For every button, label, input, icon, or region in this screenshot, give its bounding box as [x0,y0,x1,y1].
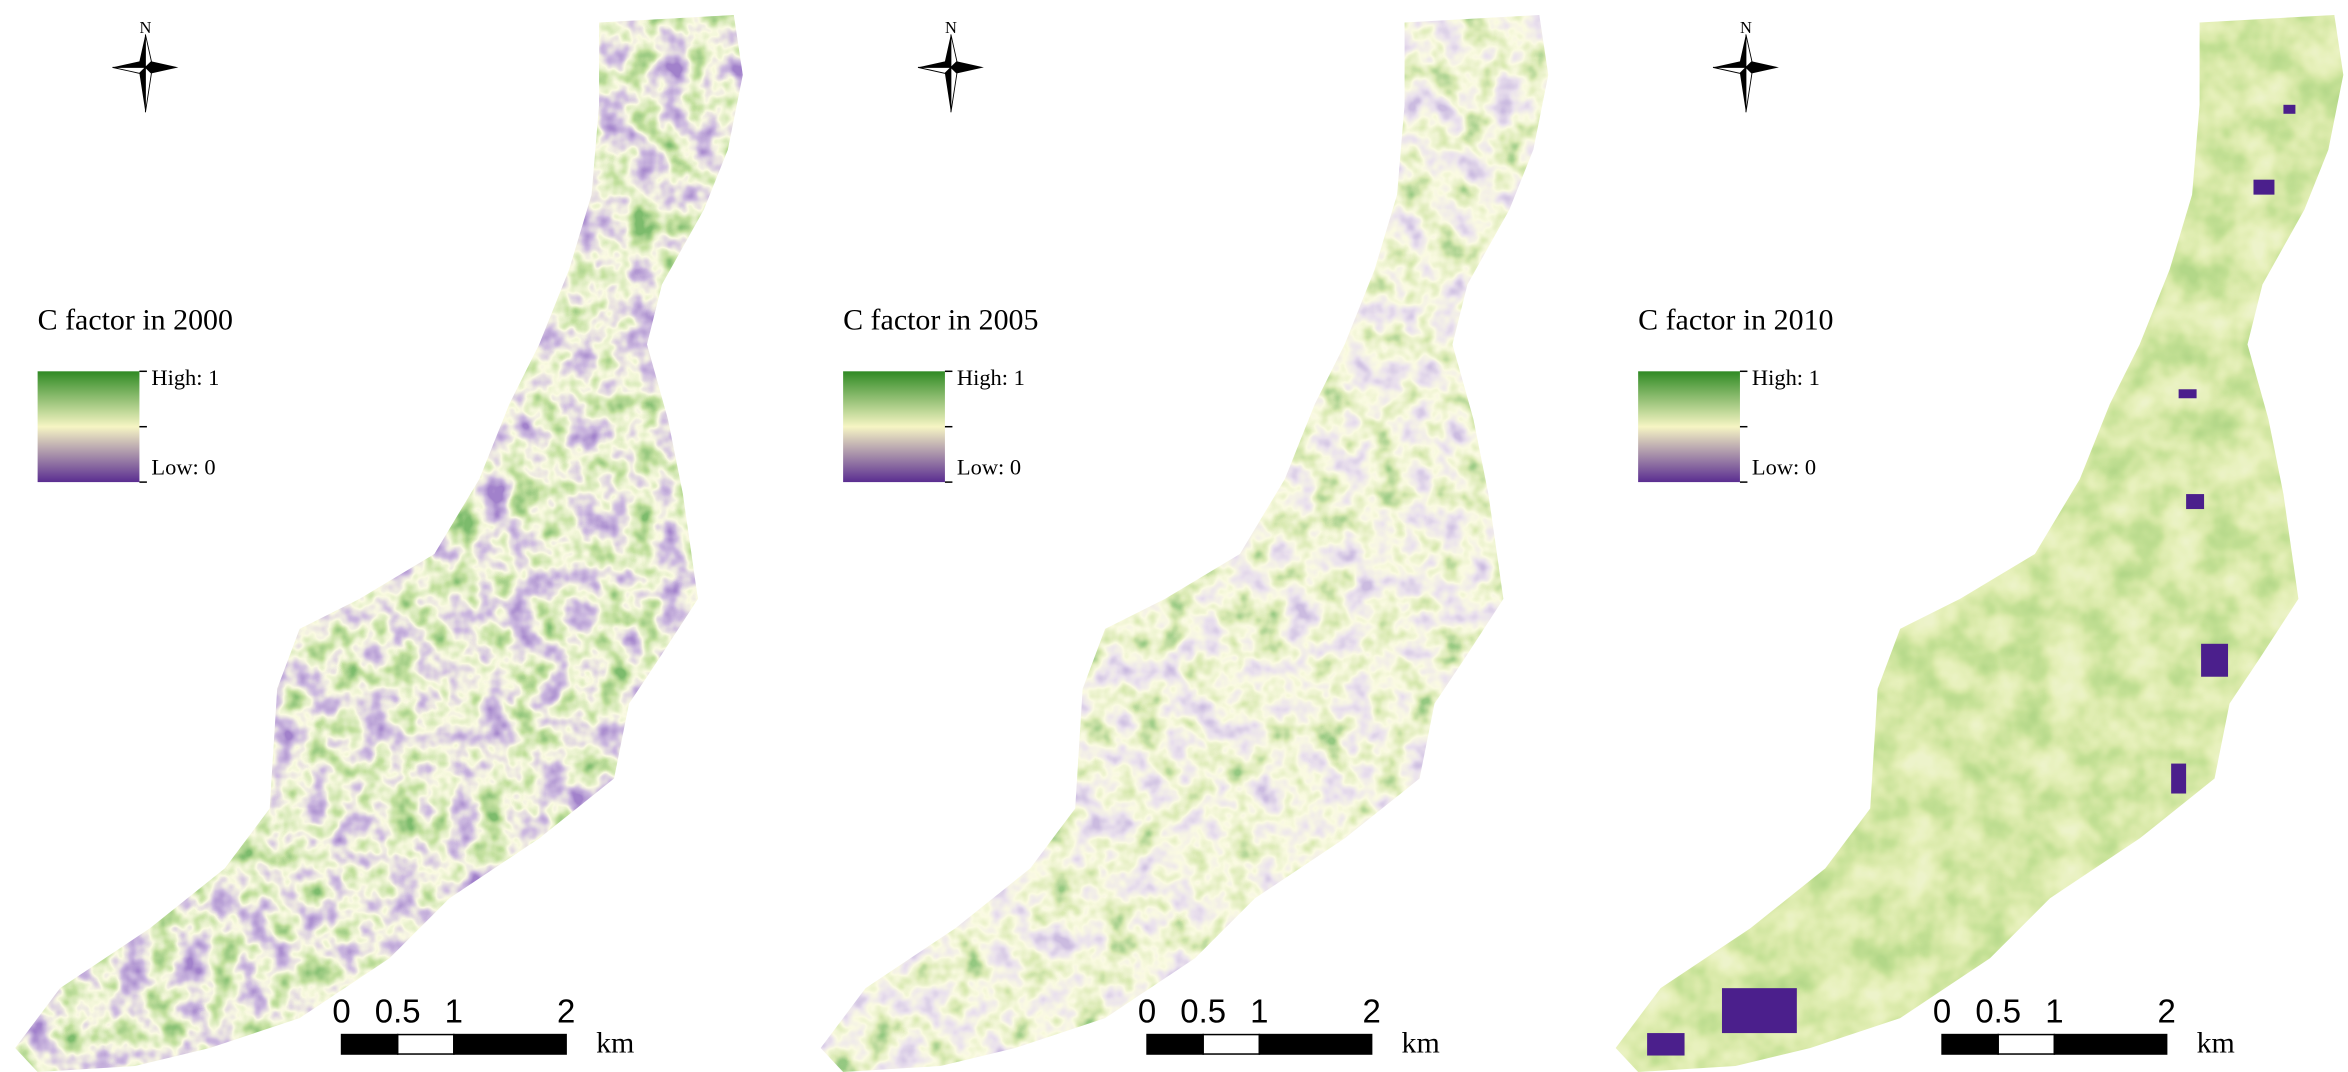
legend-high: High: 1 [1752,365,1820,390]
scale-label: 2 [557,993,575,1030]
north-arrow: N [1712,18,1779,113]
legend-low: Low: 0 [1752,455,1816,480]
legend-gradient [843,371,945,483]
north-label: N [139,18,151,37]
map-panel: N C factor in 2005 High: 1 Low: 0 0 0.5 1 2 km [820,14,1549,1072]
scale-unit: km [596,1027,634,1060]
scale-segment [340,1033,399,1055]
low-patch [1647,1033,1685,1056]
legend-gradient [37,371,140,483]
legend-low: Low: 0 [957,455,1021,480]
scale-label: 1 [1250,993,1268,1030]
arrow-light [112,34,152,113]
low-patch [1721,988,1797,1034]
low-patch [2178,389,2197,399]
scale-label: 0.5 [1180,993,1226,1030]
scale-segment [1202,1033,1261,1055]
scale-label: 1 [2045,993,2063,1030]
low-patch [2283,104,2296,114]
region-map [820,14,1549,1072]
legend-title: C factor in 2005 [843,303,1038,336]
scale-segment [396,1033,455,1055]
low-patch [2201,643,2229,677]
arrow-light [917,34,958,113]
legend-high: High: 1 [151,365,219,390]
scale-label: 2 [2157,993,2175,1030]
scale-segment [453,1033,567,1055]
scale-label: 1 [445,993,463,1030]
arrow-light [1712,34,1753,113]
legend-gradient [1638,371,1740,483]
scale-label: 0 [332,993,350,1030]
low-patch [2253,179,2275,195]
legend-low: Low: 0 [151,455,215,480]
legend-title: C factor in 2010 [1638,303,1833,336]
scale-label: 0.5 [1975,993,2021,1030]
scale-label: 2 [1362,993,1380,1030]
legend-high: High: 1 [957,365,1025,390]
map-panel: N C factor in 2010 High: 1 Low: 0 0 0.5 1 2 km [1615,14,2344,1072]
region-map [15,14,743,1072]
scale-segment [1146,1033,1204,1055]
low-patch [2186,494,2205,510]
scale-segment [1258,1033,1373,1055]
low-patch [2171,763,2187,794]
scale-segment [2053,1033,2168,1055]
scale-label: 0 [1933,993,1951,1030]
north-arrow: N [917,18,984,113]
map-panel: N C factor in 2000 High: 1 Low: 0 0 0.5 1 2 km [15,14,743,1072]
scale-unit: km [2197,1027,2235,1060]
north-arrow: N [112,18,179,113]
region-map [1615,14,2344,1072]
scale-segment [1997,1033,2056,1055]
north-label: N [945,18,957,37]
north-label: N [1740,18,1752,37]
scale-unit: km [1402,1027,1440,1060]
scale-label: 0.5 [375,993,421,1030]
scale-segment [1941,1033,1999,1055]
legend-title: C factor in 2000 [38,303,233,336]
scale-label: 0 [1138,993,1156,1030]
